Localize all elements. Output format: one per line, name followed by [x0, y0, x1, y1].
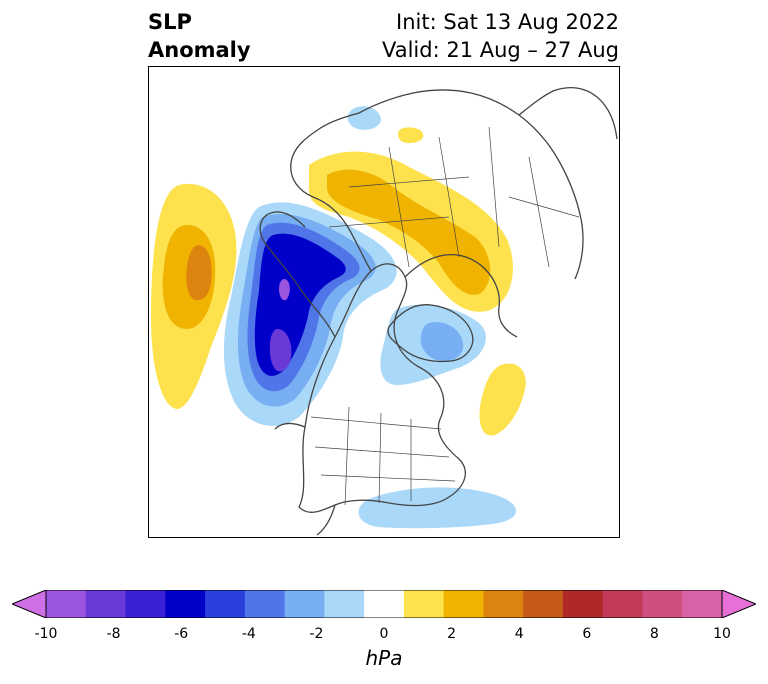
coastlines	[259, 86, 618, 536]
anomaly-positive-east-siberia	[398, 127, 424, 144]
colorbar-units: hPa	[365, 646, 403, 670]
colorbar-swatch	[403, 590, 445, 618]
forecast-dates: Init: Sat 13 Aug 2022 Valid: 21 Aug – 27…	[382, 8, 619, 64]
init-date: Init: Sat 13 Aug 2022	[396, 10, 619, 34]
colorbar-swatch	[165, 590, 206, 618]
map-svg	[151, 86, 618, 536]
slp-anomaly-map	[148, 66, 620, 538]
anomaly-positive-eurasia-mid	[327, 169, 491, 295]
colorbar-swatch	[46, 590, 87, 618]
colorbar-tick-label: -4	[241, 626, 256, 642]
colorbar-swatch	[364, 590, 405, 618]
colorbar-swatch	[125, 590, 166, 618]
colorbar-tick-label: 8	[649, 626, 659, 642]
colorbar-extend-high	[721, 590, 756, 618]
political-borders	[310, 126, 580, 506]
colorbar-swatch	[324, 590, 365, 618]
colorbar-swatch	[244, 590, 286, 618]
colorbar-extend-low	[12, 590, 47, 618]
colorbar-swatch	[284, 590, 325, 618]
anomaly-positive-pacific-core	[186, 245, 212, 301]
title-line-2: Anomaly	[148, 38, 251, 62]
colorbar-tick-label: 2	[447, 626, 457, 642]
colorbar-tick-label: -8	[106, 626, 121, 642]
anomaly-negative-caribbean	[358, 487, 517, 529]
colorbar-tick-label: -10	[34, 626, 58, 642]
colorbar-swatch	[205, 590, 246, 618]
anomaly-negative-atlantic-mid	[420, 322, 464, 362]
title-line-1: SLP	[148, 10, 192, 34]
colorbar-frame	[45, 590, 723, 618]
colorbar-swatch	[602, 590, 643, 618]
colorbar-swatch	[523, 590, 564, 618]
anomaly-negative-core-north	[279, 279, 290, 301]
colorbar-tick-label: 0	[379, 626, 389, 642]
colorbar-swatch	[642, 590, 683, 618]
colorbar-swatch	[682, 590, 723, 618]
colorbar	[12, 590, 756, 618]
anomaly-positive-atlantic	[479, 363, 526, 436]
colorbar-swatch	[483, 590, 524, 618]
colorbar-tick-label: -6	[174, 626, 189, 642]
colorbar-tick-label: -2	[309, 626, 324, 642]
colorbar-tick-label: 4	[514, 626, 524, 642]
colorbar-swatches	[46, 590, 723, 618]
colorbar-tick-label: 6	[582, 626, 592, 642]
colorbar-swatch	[85, 590, 127, 618]
colorbar-swatch	[443, 590, 484, 618]
map-title: SLP Anomaly	[148, 8, 251, 64]
anomaly-negative-scandinavia	[347, 106, 381, 130]
anomaly-negative-core	[269, 329, 292, 372]
colorbar-swatch	[562, 590, 604, 618]
valid-range: Valid: 21 Aug – 27 Aug	[381, 38, 619, 62]
colorbar-tick-label: 10	[713, 626, 731, 642]
